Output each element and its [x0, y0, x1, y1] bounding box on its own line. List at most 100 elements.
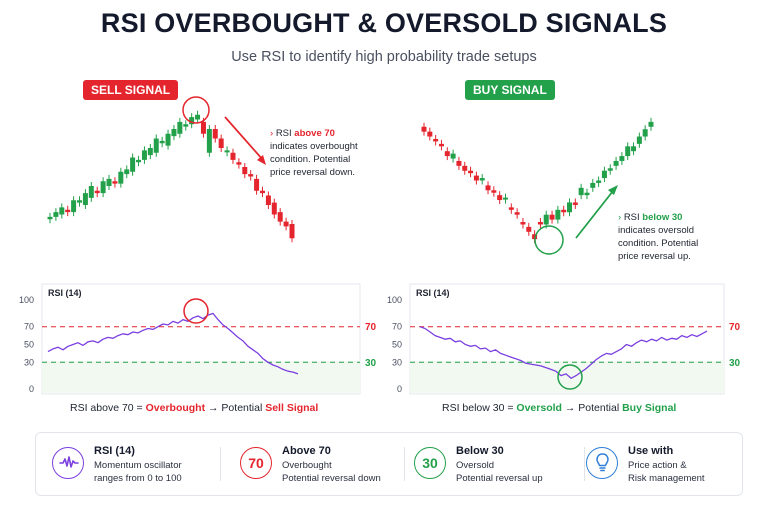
sell-rsi-peak-circle	[183, 298, 209, 324]
legend-item-below30: 30 Below 30 Oversold Potential reversal …	[414, 433, 584, 495]
lightbulb-icon	[586, 447, 618, 479]
buy-signal-badge: BUY SIGNAL	[465, 80, 555, 100]
buy-note-highlight: below 30	[642, 212, 683, 223]
sell-note: › RSI above 70 indicates overbought cond…	[270, 127, 358, 179]
legend-line2-rsi: ranges from 0 to 100	[94, 473, 182, 484]
candle-bear	[526, 226, 532, 232]
candle-bull	[106, 178, 112, 186]
buy-note-line4: price reversal up.	[618, 251, 691, 262]
rsi-level-label-30: 30	[729, 358, 741, 369]
buy-rsi-oversold-zone	[410, 361, 724, 393]
candle-bear	[537, 222, 543, 225]
sell-caption-signal: Sell Signal	[265, 402, 319, 414]
sell-signal-circle	[182, 96, 210, 124]
candle-bull	[183, 124, 189, 127]
rsi-y-tick-label: 50	[24, 340, 34, 350]
candle-bear	[248, 174, 254, 177]
candle-bear	[112, 181, 118, 184]
buy-signal-circle	[534, 225, 564, 255]
candle-bull	[625, 146, 631, 157]
candle-bear	[254, 178, 260, 191]
rsi-y-tick-label: 30	[24, 357, 34, 367]
candle-bull	[590, 182, 596, 188]
down-arrow-icon	[224, 116, 266, 165]
sell-note-line4: price reversal down.	[270, 167, 356, 178]
candle-bull	[159, 140, 165, 144]
rsi-y-tick-label: 70	[392, 322, 402, 332]
candle-bear	[242, 167, 248, 175]
candle-bear	[212, 129, 218, 139]
candle-bull	[555, 209, 561, 220]
buy-note-line3: condition. Potential	[618, 238, 699, 249]
overbought-70-icon: 70	[240, 447, 272, 479]
candle-bear	[271, 202, 277, 215]
candle-bear	[549, 214, 555, 220]
candle-bull	[607, 168, 613, 171]
rsi-panel-title: RSI (14)	[416, 288, 450, 298]
candle-bull	[118, 171, 124, 184]
sell-note-line2: indicates overbought	[270, 141, 358, 152]
legend-line2-use-with: Risk management	[628, 473, 705, 484]
candle-bull	[601, 170, 607, 179]
rsi-line	[47, 312, 299, 375]
rsi-y-tick-label: 50	[392, 340, 402, 350]
legend-title-rsi: RSI (14)	[94, 445, 135, 457]
candle-bear	[491, 190, 497, 193]
candle-bull	[648, 121, 654, 127]
oversold-30-icon: 30	[414, 447, 446, 479]
candle-bull	[59, 207, 65, 215]
candle-bear	[218, 138, 224, 148]
candle-bear	[427, 131, 433, 137]
rsi-y-tick-label: 100	[19, 295, 34, 305]
candle-bull	[136, 159, 142, 163]
candle-bull	[596, 180, 602, 183]
legend-divider	[584, 447, 585, 481]
rsi-line	[419, 326, 708, 379]
candle-bear	[283, 221, 289, 227]
buy-note: › RSI below 30 indicates oversold condit…	[618, 211, 698, 263]
candle-bear	[230, 152, 236, 160]
candle-bear	[462, 165, 468, 171]
legend-item-rsi: RSI (14) Momentum oscillator ranges from…	[52, 433, 232, 495]
candle-bear	[94, 190, 100, 194]
rsi-y-tick-label: 0	[397, 384, 402, 394]
candle-bear	[421, 126, 427, 132]
buy-rsi-panel: RSI (14) 0 30 50 70 100 70 30	[387, 283, 741, 395]
legend-item-above70: 70 Above 70 Overbought Potential reversa…	[240, 433, 420, 495]
sell-note-prefix: RSI	[275, 128, 295, 139]
candle-bull	[177, 121, 183, 134]
rsi-y-tick-label: 0	[29, 384, 34, 394]
candle-bull	[53, 212, 59, 217]
candle-bull	[206, 129, 212, 153]
candle-bear	[468, 170, 474, 174]
rsi-y-tick-label: 70	[24, 322, 34, 332]
candle-bull	[124, 169, 130, 175]
candle-bull	[82, 193, 88, 205]
candle-bull	[189, 117, 195, 125]
rsi-level-label-70: 70	[729, 322, 741, 333]
candle-bear	[265, 195, 271, 205]
sell-note-arrow: ›	[270, 128, 274, 139]
sell-signal-badge: SELL SIGNAL	[83, 80, 179, 100]
legend-divider	[404, 447, 405, 481]
sell-note-highlight: above 70	[294, 128, 335, 139]
candle-bull	[543, 214, 549, 225]
legend-line2-above70: Potential reversal down	[282, 473, 381, 484]
legend-text-below30: Below 30 Oversold Potential reversal up	[456, 445, 596, 485]
candle-bear	[65, 209, 71, 213]
candle-bull	[71, 200, 77, 213]
candle-bear	[497, 195, 503, 201]
candle-bear	[236, 162, 242, 165]
candle-bull	[195, 114, 201, 120]
legend-title-use-with: Use with	[628, 445, 674, 457]
candle-bear	[259, 190, 265, 194]
candle-bear	[561, 209, 567, 213]
candle-bear	[277, 212, 283, 222]
candle-bull	[88, 186, 94, 198]
legend-line1-rsi: Momentum oscillator	[94, 460, 182, 471]
up-arrow-icon	[575, 185, 618, 239]
legend-text-above70: Above 70 Overbought Potential reversal d…	[282, 445, 422, 485]
rsi-level-label-30: 30	[365, 358, 377, 369]
legend-title-below30: Below 30	[456, 445, 504, 457]
candle-bull	[479, 178, 485, 181]
